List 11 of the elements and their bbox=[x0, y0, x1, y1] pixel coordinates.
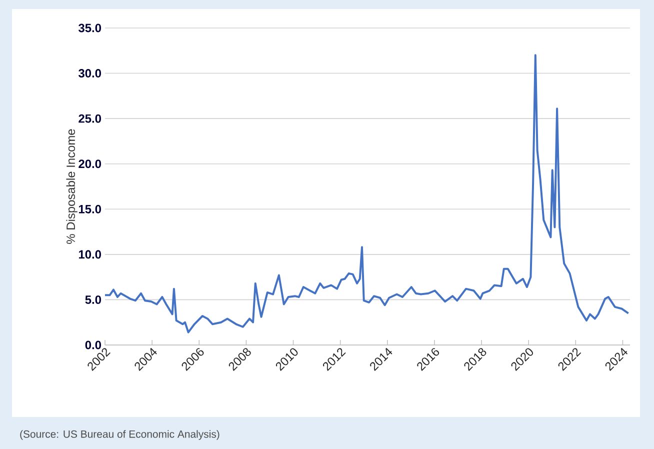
text: (Source: US Bureau of Economic Analysis) bbox=[20, 430, 220, 440]
line-series bbox=[105, 54, 630, 334]
y-tick-label: 0.0 bbox=[85, 340, 101, 350]
y-tick-label: 10.0 bbox=[78, 250, 101, 259]
y-tick-label: 20.0 bbox=[78, 160, 101, 168]
y-tick-label: 15.0 bbox=[78, 204, 101, 214]
y-tick-label: 30.0 bbox=[78, 69, 101, 78]
y-axis-title: % Disposable Income bbox=[66, 129, 78, 244]
y-tick-label: 5.0 bbox=[85, 295, 101, 304]
y-tick-label: 25.0 bbox=[78, 114, 101, 123]
y-tick-label: 35.0 bbox=[78, 24, 101, 32]
